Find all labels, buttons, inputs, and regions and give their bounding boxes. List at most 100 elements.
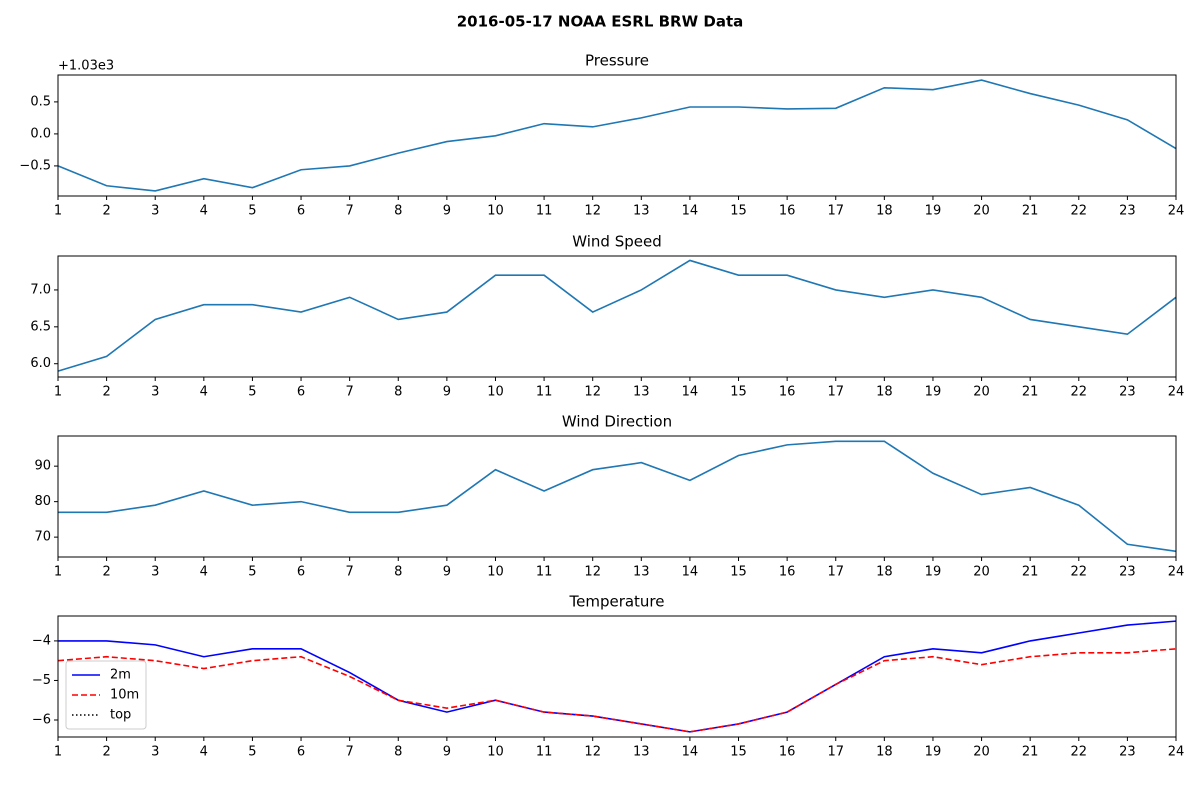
x-tick-label: 7: [346, 385, 354, 400]
y-tick-label: 7.0: [30, 282, 51, 297]
x-tick-label: 15: [730, 385, 747, 400]
x-tick-label: 8: [394, 565, 402, 580]
x-tick-label: 24: [1168, 565, 1185, 580]
figure-title: 2016-05-17 NOAA ESRL BRW Data: [457, 13, 744, 31]
x-tick-label: 22: [1071, 565, 1088, 580]
x-tick-label: 15: [730, 204, 747, 219]
y-tick-label: 0.0: [30, 126, 51, 141]
x-tick-label: 21: [1022, 745, 1039, 760]
x-tick-label: 5: [248, 385, 256, 400]
x-tick-label: 22: [1071, 385, 1088, 400]
y-tick-label: −6: [32, 712, 51, 727]
x-tick-label: 1: [54, 565, 62, 580]
legend-label: 10m: [110, 688, 139, 703]
x-tick-label: 12: [584, 565, 601, 580]
x-tick-label: 8: [394, 385, 402, 400]
x-tick-label: 9: [443, 385, 451, 400]
x-tick-label: 1: [54, 385, 62, 400]
x-tick-label: 18: [876, 565, 893, 580]
x-tick-label: 1: [54, 745, 62, 760]
x-tick-label: 7: [346, 745, 354, 760]
x-tick-label: 13: [633, 565, 650, 580]
legend-box: [65, 660, 147, 730]
x-tick-label: 23: [1119, 745, 1136, 760]
series-line: [58, 620, 1177, 733]
x-tick-label: 11: [536, 745, 553, 760]
x-tick-label: 19: [925, 745, 942, 760]
x-tick-label: 13: [633, 745, 650, 760]
x-tick-label: 21: [1022, 385, 1039, 400]
x-tick-label: 8: [394, 204, 402, 219]
x-tick-label: 13: [633, 204, 650, 219]
x-tick-label: 24: [1168, 745, 1185, 760]
x-tick-label: 16: [779, 565, 796, 580]
x-tick-label: 6: [297, 745, 305, 760]
x-tick-label: 22: [1071, 204, 1088, 219]
x-tick-label: 11: [536, 385, 553, 400]
x-tick-label: 3: [151, 204, 159, 219]
axes-frame: [57, 615, 1177, 738]
x-tick-label: 20: [973, 385, 990, 400]
x-tick-label: 10: [487, 204, 504, 219]
x-tick-label: 21: [1022, 565, 1039, 580]
x-tick-label: 19: [925, 565, 942, 580]
x-tick-label: 9: [443, 204, 451, 219]
series-line: [58, 440, 1177, 553]
x-tick-label: 2: [102, 565, 110, 580]
y-tick-label: 70: [34, 530, 51, 545]
x-tick-label: 6: [297, 565, 305, 580]
y-tick-label: 0.5: [30, 94, 51, 109]
x-tick-label: 5: [248, 745, 256, 760]
x-tick-label: 21: [1022, 204, 1039, 219]
x-tick-label: 9: [443, 745, 451, 760]
x-tick-label: 18: [876, 745, 893, 760]
x-tick-label: 15: [730, 745, 747, 760]
y-tick-label: 90: [34, 459, 51, 474]
x-tick-label: 17: [827, 565, 844, 580]
y-tick-label: 80: [34, 494, 51, 509]
x-tick-label: 12: [584, 204, 601, 219]
x-tick-label: 17: [827, 385, 844, 400]
y-tick-label: −0.5: [19, 158, 51, 173]
subplot-title: Wind Speed: [572, 233, 662, 251]
x-tick-label: 3: [151, 565, 159, 580]
x-tick-label: 3: [151, 385, 159, 400]
x-tick-label: 17: [827, 745, 844, 760]
x-tick-label: 20: [973, 204, 990, 219]
x-tick-label: 23: [1119, 385, 1136, 400]
x-tick-label: 10: [487, 565, 504, 580]
x-tick-label: 7: [346, 204, 354, 219]
legend-label: top: [110, 708, 131, 723]
x-tick-label: 3: [151, 745, 159, 760]
subplot-title: Temperature: [568, 593, 664, 611]
x-tick-label: 24: [1168, 385, 1185, 400]
x-tick-label: 14: [682, 385, 699, 400]
x-tick-label: 18: [876, 385, 893, 400]
axes-frame: [57, 435, 1177, 558]
x-tick-label: 2: [102, 745, 110, 760]
x-tick-label: 19: [925, 204, 942, 219]
x-tick-label: 2: [102, 385, 110, 400]
x-tick-label: 12: [584, 745, 601, 760]
y-tick-label: −4: [32, 633, 51, 648]
x-tick-label: 14: [682, 745, 699, 760]
y-tick-label: 6.0: [30, 356, 51, 371]
x-tick-label: 11: [536, 565, 553, 580]
x-tick-label: 8: [394, 745, 402, 760]
x-tick-label: 10: [487, 385, 504, 400]
x-tick-label: 19: [925, 385, 942, 400]
series-line: [57, 79, 1177, 192]
x-tick-label: 5: [248, 565, 256, 580]
x-tick-label: 16: [779, 204, 796, 219]
x-tick-label: 20: [973, 565, 990, 580]
x-tick-label: 12: [584, 385, 601, 400]
x-tick-label: 4: [200, 204, 208, 219]
x-tick-label: 7: [346, 565, 354, 580]
series-line: [57, 259, 1177, 372]
x-tick-label: 1: [54, 204, 62, 219]
x-tick-label: 15: [730, 565, 747, 580]
x-tick-label: 6: [297, 385, 305, 400]
x-tick-label: 23: [1119, 565, 1136, 580]
